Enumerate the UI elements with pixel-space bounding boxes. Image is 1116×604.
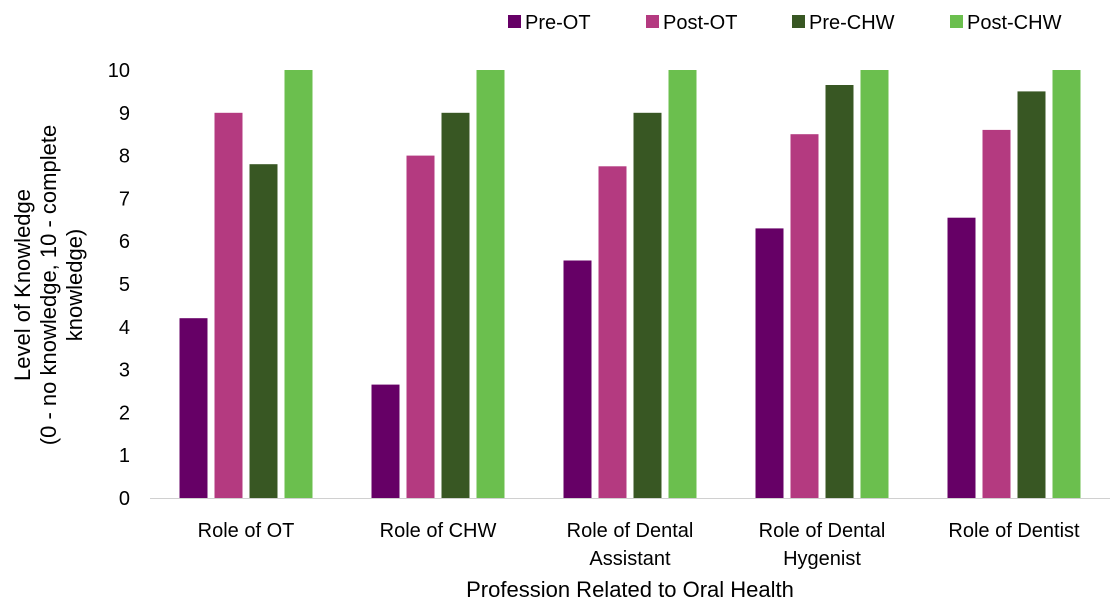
legend-swatch	[792, 15, 805, 28]
bar-pre-chw	[250, 164, 278, 498]
y-tick-label: 9	[119, 103, 130, 125]
bar-pre-chw	[1018, 91, 1046, 498]
bar-pre-ot	[948, 218, 976, 498]
bars	[180, 70, 1081, 498]
bar-post-chw	[861, 70, 889, 498]
y-axis-ticks: 0 1 2 3 4 5 6 7 8 9 10	[108, 60, 130, 510]
bar-pre-ot	[180, 318, 208, 498]
bar-pre-ot	[756, 228, 784, 498]
bar-post-chw	[669, 70, 697, 498]
x-category-label: Role of Dental Hygenist	[759, 520, 886, 570]
x-category-label-line: Role of Dental	[759, 520, 886, 542]
y-tick-label: 0	[119, 488, 130, 510]
x-category-label: Role of Dentist	[948, 520, 1080, 542]
svg-text:Level of Knowledge(0 - no know: Level of Knowledge(0 - no knowledge, 10 …	[10, 125, 87, 445]
bar-post-chw	[477, 70, 505, 498]
y-tick-label: 8	[119, 146, 130, 168]
bar-post-ot	[983, 130, 1011, 498]
x-axis-categories: Role of OT Role of CHW Role of Dental Assis…	[198, 520, 1080, 570]
legend-label: Pre-CHW	[809, 12, 895, 34]
bar-pre-ot	[372, 385, 400, 498]
legend-swatch	[508, 15, 521, 28]
y-axis-title: Level of Knowledge(0 - no knowledge, 10 …	[10, 125, 87, 445]
bar-post-chw	[285, 70, 313, 498]
x-category-label-line: Assistant	[589, 548, 671, 570]
y-tick-label: 7	[119, 188, 130, 210]
y-axis-title-line: (0 - no knowledge, 10 - complete	[36, 125, 61, 445]
bar-post-ot	[599, 166, 627, 498]
x-category-label: Role of CHW	[380, 520, 497, 542]
x-category-label-line: Hygenist	[783, 548, 861, 570]
bar-pre-chw	[442, 113, 470, 498]
bar-pre-chw	[826, 85, 854, 498]
bar-post-ot	[407, 156, 435, 498]
x-category-label-line: Role of Dental	[567, 520, 694, 542]
y-tick-label: 3	[119, 360, 130, 382]
legend-label: Pre-OT	[525, 12, 591, 34]
x-axis-title: Profession Related to Oral Health	[466, 577, 794, 602]
y-axis-title-line: knowledge)	[62, 229, 87, 342]
y-tick-label: 2	[119, 402, 130, 424]
bar-pre-chw	[634, 113, 662, 498]
y-tick-label: 4	[119, 317, 130, 339]
x-category-label-line: Role of CHW	[380, 520, 497, 542]
legend-label: Post-OT	[663, 12, 737, 34]
x-category-label: Role of OT	[198, 520, 295, 542]
legend-swatch	[950, 15, 963, 28]
bar-post-chw	[1053, 70, 1081, 498]
legend: Pre-OT Post-OT Pre-CHW Post-CHW	[508, 12, 1062, 34]
legend-swatch	[646, 15, 659, 28]
y-tick-label: 5	[119, 274, 130, 296]
x-category-label-line: Role of OT	[198, 520, 295, 542]
bar-post-ot	[215, 113, 243, 498]
y-tick-label: 1	[119, 445, 130, 467]
bar-pre-ot	[564, 261, 592, 499]
bar-post-ot	[791, 134, 819, 498]
x-category-label-line: Role of Dentist	[948, 520, 1080, 542]
y-tick-label: 6	[119, 231, 130, 253]
y-tick-label: 10	[108, 60, 130, 82]
y-axis-title-line: Level of Knowledge	[10, 189, 35, 381]
legend-label: Post-CHW	[967, 12, 1062, 34]
x-category-label: Role of Dental Assistant	[567, 520, 694, 570]
